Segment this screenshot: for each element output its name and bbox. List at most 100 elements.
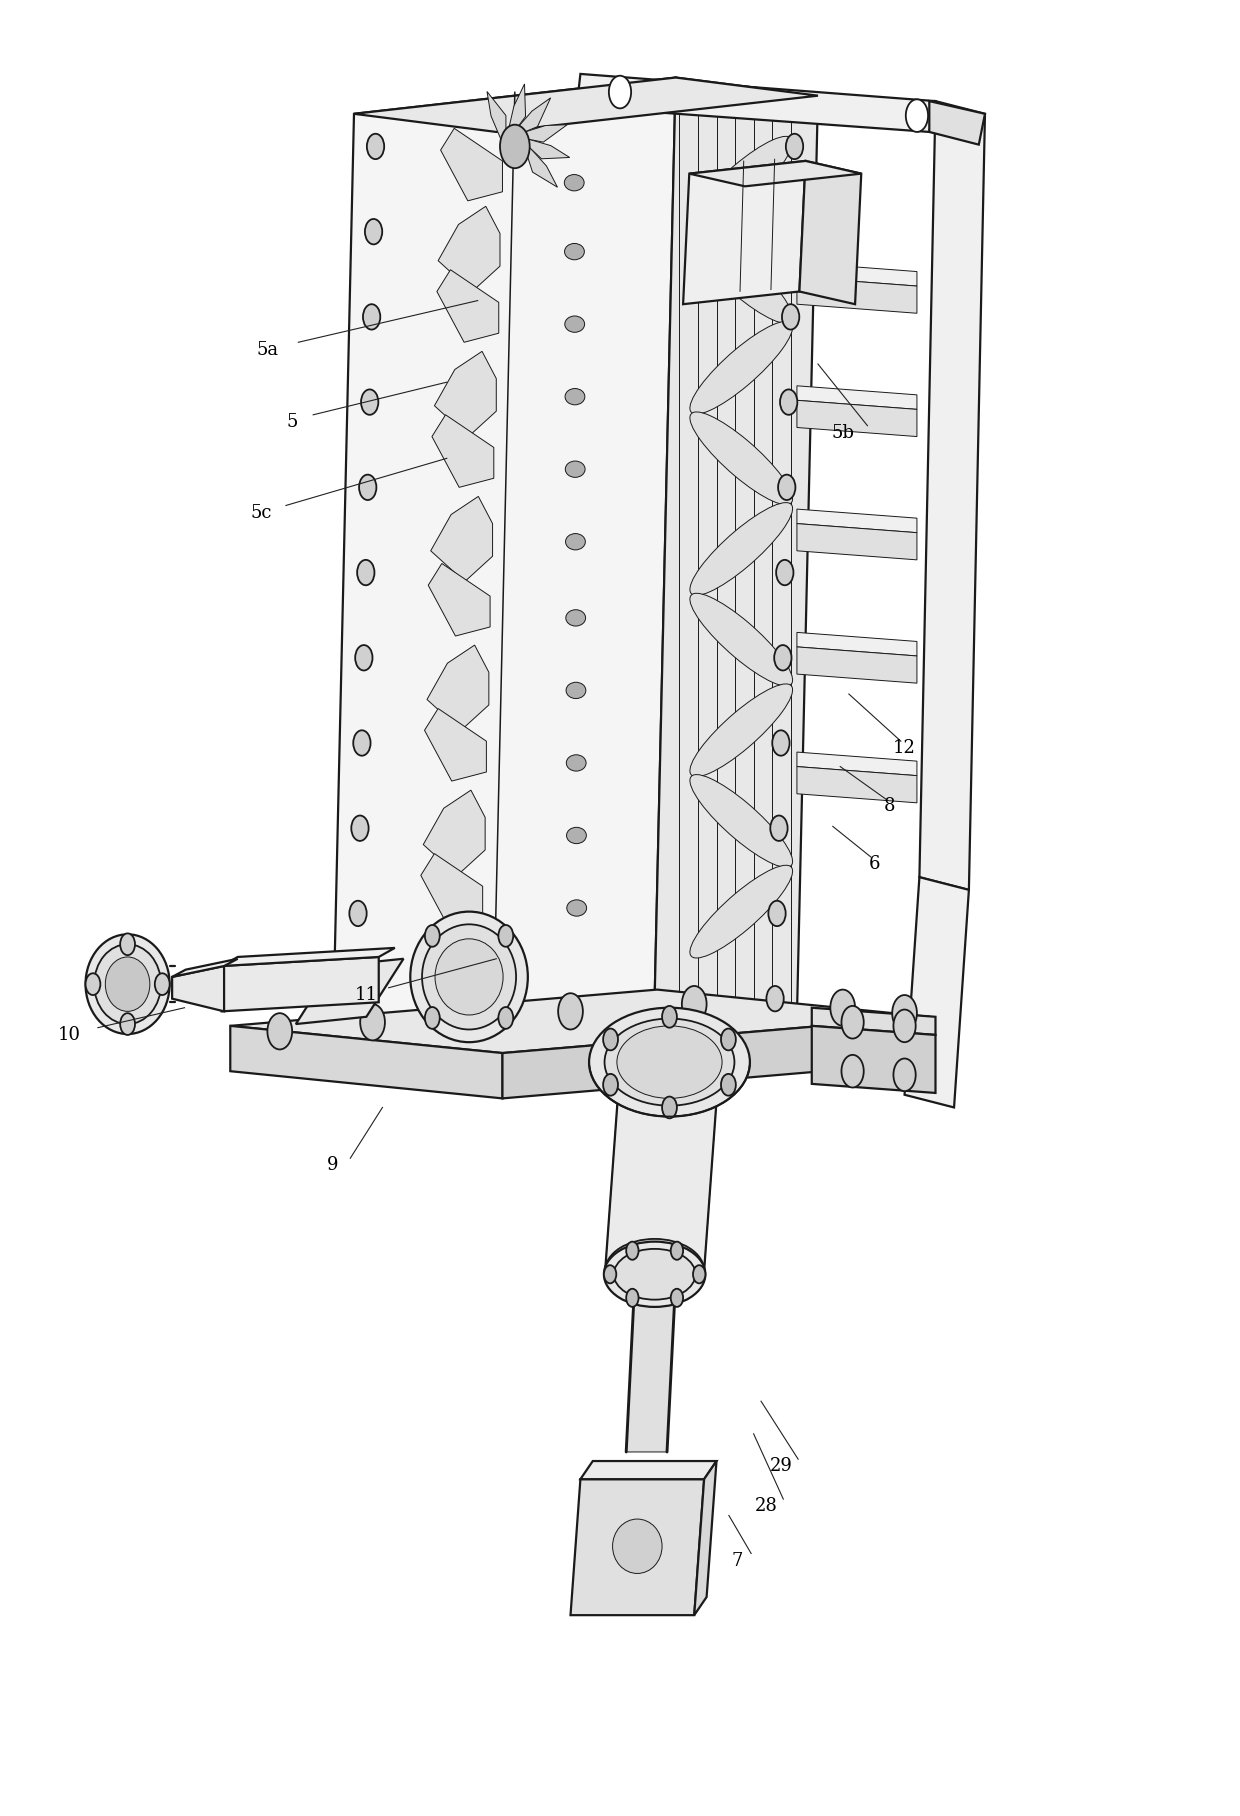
Circle shape	[353, 730, 371, 755]
Circle shape	[347, 986, 365, 1012]
Polygon shape	[487, 91, 506, 151]
Circle shape	[120, 1013, 135, 1035]
Ellipse shape	[567, 901, 587, 915]
Circle shape	[603, 1073, 618, 1095]
Polygon shape	[432, 414, 494, 487]
Text: 8: 8	[884, 797, 895, 815]
Polygon shape	[689, 162, 862, 187]
Ellipse shape	[618, 1026, 722, 1099]
Circle shape	[498, 1008, 513, 1030]
Ellipse shape	[567, 828, 587, 844]
Circle shape	[693, 1266, 706, 1284]
Polygon shape	[797, 646, 916, 683]
Circle shape	[782, 305, 800, 329]
Circle shape	[363, 305, 381, 329]
Circle shape	[662, 1006, 677, 1028]
Ellipse shape	[564, 316, 584, 332]
Ellipse shape	[689, 136, 792, 229]
Ellipse shape	[689, 775, 792, 868]
Ellipse shape	[605, 1019, 734, 1106]
Text: 7: 7	[732, 1551, 743, 1569]
Circle shape	[682, 986, 707, 1022]
Polygon shape	[797, 523, 916, 559]
Text: 29: 29	[769, 1458, 792, 1475]
Circle shape	[603, 1028, 618, 1050]
Circle shape	[720, 1073, 735, 1095]
Polygon shape	[797, 632, 916, 656]
Circle shape	[604, 1266, 616, 1284]
Polygon shape	[222, 948, 394, 966]
Polygon shape	[440, 129, 502, 202]
Polygon shape	[436, 271, 498, 341]
Ellipse shape	[605, 1239, 704, 1302]
Polygon shape	[683, 162, 806, 305]
Circle shape	[671, 1242, 683, 1260]
Text: 9: 9	[327, 1157, 339, 1175]
Ellipse shape	[564, 243, 584, 260]
Ellipse shape	[105, 957, 150, 1012]
Polygon shape	[428, 563, 490, 636]
Polygon shape	[570, 1480, 704, 1614]
Ellipse shape	[565, 389, 585, 405]
Ellipse shape	[689, 503, 792, 596]
Circle shape	[773, 730, 790, 755]
Circle shape	[893, 995, 916, 1031]
Circle shape	[842, 1055, 864, 1088]
Polygon shape	[812, 1026, 935, 1093]
Circle shape	[351, 815, 368, 841]
Polygon shape	[420, 854, 482, 926]
Circle shape	[626, 1242, 639, 1260]
Polygon shape	[424, 708, 486, 781]
Polygon shape	[231, 1026, 502, 1099]
Polygon shape	[430, 496, 492, 581]
Polygon shape	[797, 263, 916, 287]
Circle shape	[120, 933, 135, 955]
Ellipse shape	[689, 321, 792, 414]
Circle shape	[609, 76, 631, 109]
Polygon shape	[505, 84, 526, 143]
Circle shape	[360, 474, 377, 499]
Text: 6: 6	[869, 855, 880, 873]
Circle shape	[558, 993, 583, 1030]
Text: 28: 28	[755, 1498, 777, 1515]
Circle shape	[268, 1013, 293, 1050]
Polygon shape	[919, 102, 985, 890]
Polygon shape	[797, 400, 916, 436]
Circle shape	[360, 1004, 384, 1041]
Circle shape	[357, 559, 374, 585]
Polygon shape	[512, 125, 567, 142]
Polygon shape	[797, 385, 916, 409]
Circle shape	[766, 986, 784, 1012]
Circle shape	[776, 559, 794, 585]
Polygon shape	[438, 207, 500, 292]
Circle shape	[498, 924, 513, 946]
Circle shape	[774, 645, 791, 670]
Ellipse shape	[410, 912, 528, 1042]
Ellipse shape	[689, 864, 792, 959]
Ellipse shape	[589, 1008, 750, 1117]
Circle shape	[500, 125, 529, 169]
Polygon shape	[655, 78, 818, 1017]
Ellipse shape	[565, 683, 585, 699]
Circle shape	[425, 924, 440, 946]
Circle shape	[770, 815, 787, 841]
Text: 11: 11	[355, 986, 378, 1004]
Ellipse shape	[604, 1242, 706, 1308]
Circle shape	[626, 1289, 639, 1308]
Ellipse shape	[94, 944, 161, 1024]
Ellipse shape	[614, 1249, 696, 1300]
Circle shape	[894, 1059, 915, 1091]
Ellipse shape	[564, 174, 584, 191]
Polygon shape	[502, 1017, 929, 1099]
Polygon shape	[797, 278, 916, 314]
Circle shape	[777, 474, 795, 499]
Polygon shape	[427, 645, 489, 730]
Circle shape	[155, 973, 170, 995]
Circle shape	[662, 1097, 677, 1119]
Polygon shape	[353, 78, 818, 133]
Text: 5b: 5b	[831, 423, 854, 441]
Ellipse shape	[567, 755, 587, 772]
Polygon shape	[605, 1068, 719, 1271]
Circle shape	[86, 973, 100, 995]
Text: 5a: 5a	[257, 341, 279, 358]
